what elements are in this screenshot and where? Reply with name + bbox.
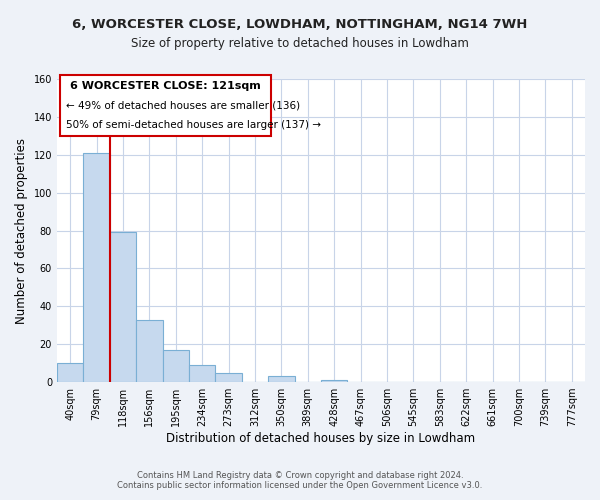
Text: 6, WORCESTER CLOSE, LOWDHAM, NOTTINGHAM, NG14 7WH: 6, WORCESTER CLOSE, LOWDHAM, NOTTINGHAM,… (73, 18, 527, 30)
Bar (163, 350, 189, 382)
X-axis label: Distribution of detached houses by size in Lowdham: Distribution of detached houses by size … (166, 432, 476, 445)
Text: Contains HM Land Registry data © Crown copyright and database right 2024.
Contai: Contains HM Land Registry data © Crown c… (118, 470, 482, 490)
Bar (268, 376, 295, 382)
Text: 50% of semi-detached houses are larger (137) →: 50% of semi-detached houses are larger (… (65, 120, 320, 130)
Bar (321, 380, 347, 382)
Bar (83, 153, 110, 382)
Bar (110, 232, 136, 382)
Bar (57, 363, 83, 382)
Bar (136, 320, 163, 382)
Text: 6 WORCESTER CLOSE: 121sqm: 6 WORCESTER CLOSE: 121sqm (70, 81, 260, 91)
Text: ← 49% of detached houses are smaller (136): ← 49% of detached houses are smaller (13… (65, 100, 299, 110)
Bar (215, 372, 242, 382)
Text: Size of property relative to detached houses in Lowdham: Size of property relative to detached ho… (131, 38, 469, 51)
Y-axis label: Number of detached properties: Number of detached properties (15, 138, 28, 324)
Bar (189, 365, 215, 382)
